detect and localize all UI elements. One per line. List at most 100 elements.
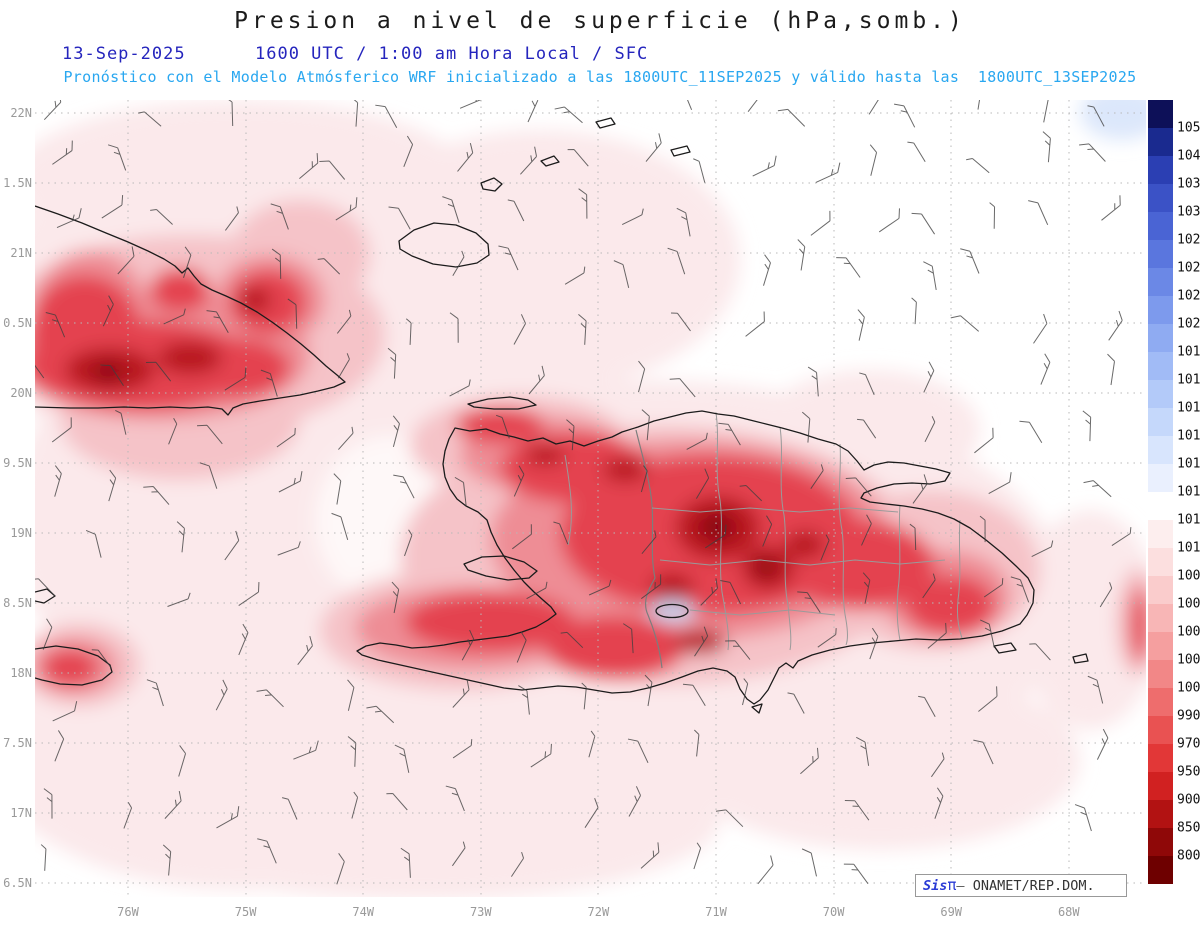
wind-barb (511, 524, 532, 550)
wind-barb (256, 689, 284, 708)
colorbar-tick-label: 1010 (1177, 540, 1200, 556)
wind-barb (1028, 200, 1049, 226)
wind-barb (1082, 410, 1092, 442)
watermark-brand: Sis (923, 878, 948, 894)
wind-barb (1099, 582, 1113, 608)
wind-barb (530, 743, 552, 768)
wind-barb (715, 809, 744, 828)
wind-barb (700, 578, 718, 606)
lat-tick-label: 18N (10, 666, 32, 680)
colorbar-cell (1148, 716, 1173, 744)
watermark-separator: – (956, 878, 965, 894)
colorbar-cell (1148, 324, 1173, 352)
wind-barb (518, 685, 530, 715)
wind-barb (1019, 420, 1043, 444)
wind-barbs (35, 100, 1132, 885)
colorbar-tick-label: 1035 (1177, 176, 1200, 192)
wind-barb (1101, 195, 1121, 221)
wind-barb (763, 254, 771, 286)
wind-barb (989, 202, 996, 229)
wind-barb (391, 581, 400, 614)
coastlines (35, 117, 1089, 714)
wind-barb (1107, 353, 1116, 386)
wind-barb (183, 246, 192, 278)
wind-barb (911, 212, 936, 235)
forecast-description: Pronóstico con el Modelo Atmósferico WRF… (63, 68, 1137, 86)
wind-barb (42, 618, 53, 650)
wind-barb (628, 786, 641, 817)
wind-barb (52, 701, 78, 722)
wind-barb (299, 153, 319, 179)
wind-barb (820, 534, 830, 561)
wind-barb (117, 246, 135, 275)
colorbar-cell (1148, 240, 1173, 268)
wind-barb (869, 627, 879, 660)
colorbar-tick-label: 1030 (1177, 204, 1200, 220)
wind-barb (560, 631, 584, 649)
lat-tick-label: 6.5N (3, 876, 32, 890)
wind-barb (178, 745, 187, 777)
wind-barb (404, 529, 413, 557)
wind-barb (810, 464, 824, 489)
wind-barb (1040, 353, 1051, 385)
wind-barb (199, 462, 218, 489)
wind-barb (801, 848, 817, 877)
wind-barb (167, 592, 191, 607)
wind-barb (270, 203, 289, 230)
colorbar-cell (1148, 212, 1173, 240)
colorbar-tick-label: 1016 (1177, 428, 1200, 444)
lon-tick-label: 72W (587, 905, 610, 919)
wind-barb (670, 312, 691, 332)
wind-barb (163, 308, 186, 325)
wind-barb (988, 472, 1012, 495)
lat-tick-label: 0.5N (3, 316, 32, 330)
colorbar-tick-label: 900 (1177, 792, 1200, 808)
page-title: Presion a nivel de superficie (hPa,somb.… (234, 8, 966, 34)
wind-barb (454, 476, 467, 507)
wind-barb (973, 739, 994, 765)
wind-barb (747, 100, 764, 113)
wind-barb (107, 144, 127, 171)
colorbar-tick-label: 1028 (1177, 232, 1200, 248)
wind-barb (979, 619, 995, 648)
wind-barb (403, 135, 414, 167)
colorbar-cell (1148, 772, 1173, 800)
wind-barb (495, 414, 510, 439)
forecast-time: 1600 UTC / 1:00 am Hora Local / SFC (255, 44, 649, 64)
beata-island (751, 703, 763, 714)
wind-barb (336, 309, 352, 334)
lon-tick-label: 73W (469, 905, 492, 919)
colorbar-cell (1148, 184, 1173, 212)
wind-barb (206, 310, 229, 333)
wind-barb (893, 103, 916, 128)
colorbar-tick-label: 1012 (1177, 512, 1200, 528)
wind-barb (150, 209, 173, 225)
wind-barb (445, 785, 465, 812)
pressure-shading (35, 100, 1146, 897)
colorbar-tick-label: 1025 (1177, 260, 1200, 276)
wind-barb (695, 468, 710, 499)
wind-barb (451, 841, 466, 867)
wind-barb (85, 529, 102, 558)
lat-tick-label: 9.5N (3, 456, 32, 470)
wind-barb (224, 206, 239, 231)
colorbar-tick-label: 1020 (1177, 316, 1200, 332)
wind-barb (347, 679, 355, 711)
wind-barb (645, 133, 662, 162)
wind-barb (817, 628, 837, 648)
wind-barb (351, 791, 359, 819)
colorbar-tick-label: 990 (1177, 708, 1200, 724)
lake-enriquillo (655, 603, 689, 619)
wind-barb (45, 312, 66, 338)
lon-tick-label: 76W (117, 905, 139, 919)
wind-barb (845, 477, 872, 497)
lon-tick-label: 71W (705, 905, 727, 919)
wind-barb (281, 797, 298, 820)
wind-barb (934, 787, 944, 819)
wind-barb (578, 188, 588, 219)
wind-barb (347, 736, 357, 767)
wind-barb (513, 314, 526, 345)
wind-barb (862, 572, 871, 604)
colorbar-tick-label: 970 (1177, 736, 1200, 752)
